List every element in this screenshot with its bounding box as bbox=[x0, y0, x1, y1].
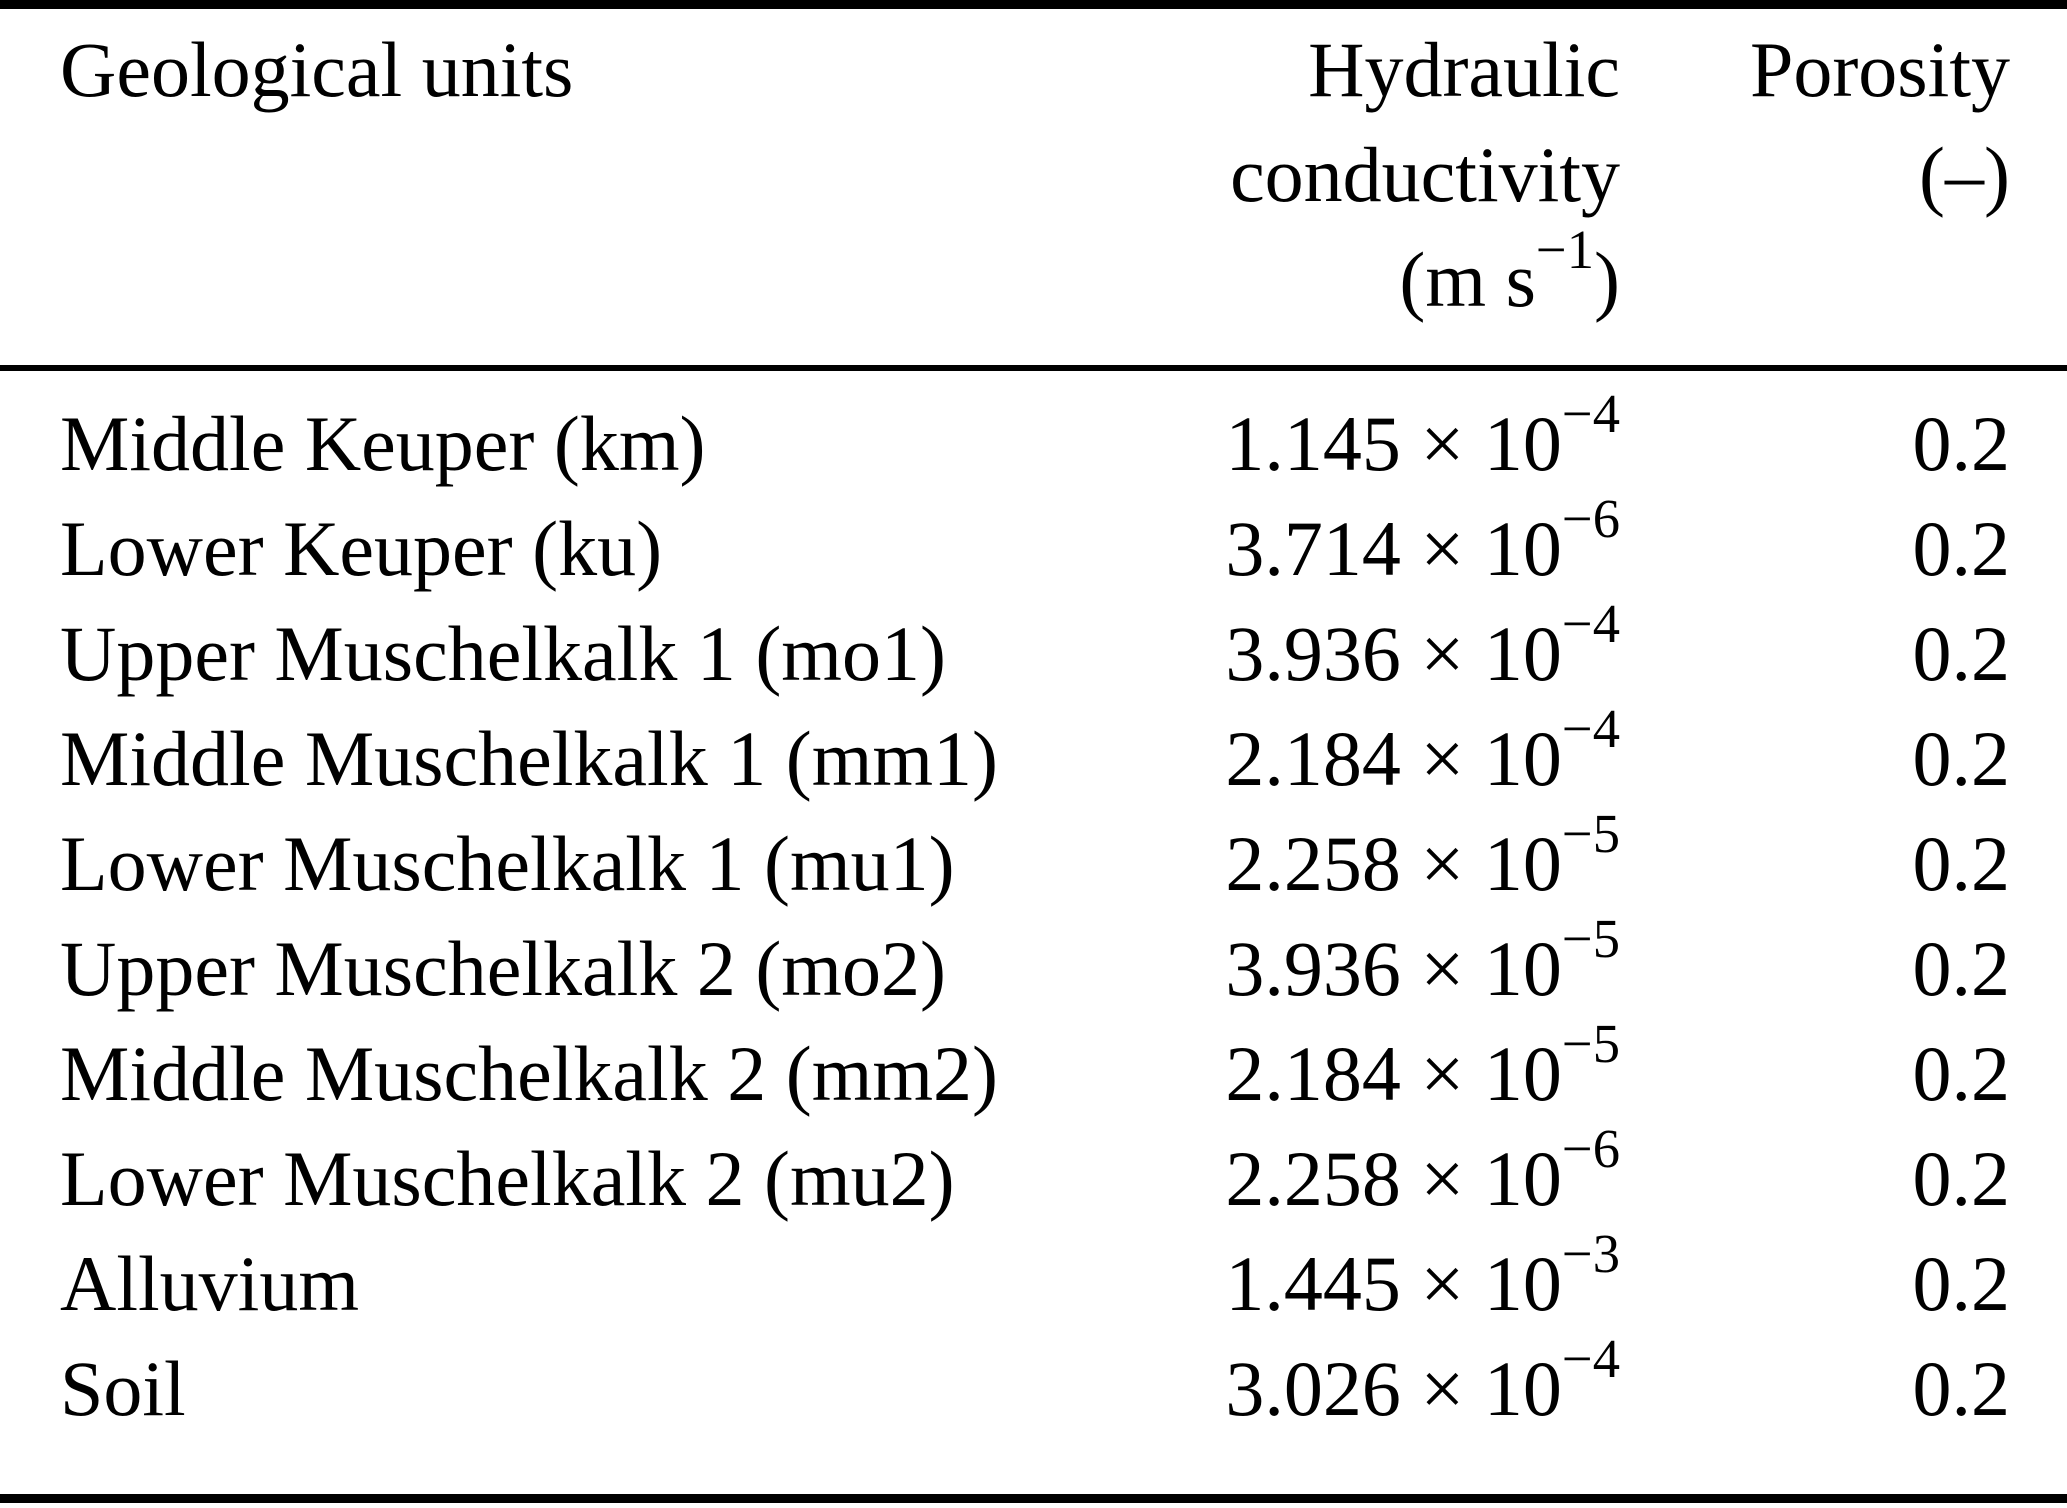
k-exponent: −3 bbox=[1561, 1222, 1620, 1284]
header-line: conductivity bbox=[1230, 131, 1620, 218]
table-row: Lower Muschelkalk 2 (mu2) 2.258 × 10−6 0… bbox=[0, 1121, 2067, 1231]
table-row: Alluvium 1.445 × 10−3 0.2 bbox=[0, 1226, 2067, 1336]
hydraulic-conductivity-cell: 1.145 × 10−4 bbox=[1000, 386, 1620, 496]
k-mantissa: 3.714 × 10 bbox=[1225, 505, 1562, 592]
k-exponent: −4 bbox=[1561, 1327, 1620, 1389]
top-rule bbox=[0, 0, 2067, 9]
hydraulic-conductivity-cell: 2.258 × 10−5 bbox=[1000, 806, 1620, 916]
k-mantissa: 2.258 × 10 bbox=[1225, 1135, 1562, 1222]
porosity-cell: 0.2 bbox=[1912, 505, 2011, 592]
unit-name-cell: Middle Keuper (km) bbox=[60, 400, 706, 487]
k-exponent: −4 bbox=[1561, 592, 1620, 654]
header-rule bbox=[0, 365, 2067, 371]
porosity-cell: 0.2 bbox=[1912, 1345, 2011, 1432]
porosity-cell: 0.2 bbox=[1912, 1240, 2011, 1327]
table-row: Upper Muschelkalk 1 (mo1) 3.936 × 10−4 0… bbox=[0, 596, 2067, 706]
k-mantissa: 1.445 × 10 bbox=[1225, 1240, 1562, 1327]
k-mantissa: 2.184 × 10 bbox=[1225, 1030, 1562, 1117]
k-mantissa: 3.936 × 10 bbox=[1225, 610, 1562, 697]
k-exponent: −6 bbox=[1561, 1117, 1620, 1179]
header-line: Geological units bbox=[60, 26, 574, 113]
hydraulic-conductivity-cell: 3.936 × 10−5 bbox=[1000, 911, 1620, 1021]
k-mantissa: 2.184 × 10 bbox=[1225, 715, 1562, 802]
unit-name-cell: Alluvium bbox=[60, 1240, 360, 1327]
porosity-cell: 0.2 bbox=[1912, 400, 2011, 487]
k-mantissa: 3.936 × 10 bbox=[1225, 925, 1562, 1012]
porosity-cell: 0.2 bbox=[1912, 610, 2011, 697]
hydraulic-conductivity-cell: 2.184 × 10−4 bbox=[1000, 701, 1620, 811]
unit-name-cell: Middle Muschelkalk 1 (mm1) bbox=[60, 715, 999, 802]
hydraulic-conductivity-cell: 3.714 × 10−6 bbox=[1000, 491, 1620, 601]
k-exponent: −4 bbox=[1561, 382, 1620, 444]
col-header-hydraulic-conductivity: Hydraulic conductivity (m s−1) bbox=[1000, 17, 1620, 332]
unit-name-cell: Lower Muschelkalk 1 (mu1) bbox=[60, 820, 955, 907]
table-row: Middle Muschelkalk 2 (mm2) 2.184 × 10−5 … bbox=[0, 1016, 2067, 1126]
unit-exponent: −1 bbox=[1535, 218, 1595, 280]
k-exponent: −5 bbox=[1561, 907, 1620, 969]
header-unit-line: (m s−1) bbox=[1000, 222, 1620, 332]
header-unit-line: (–) bbox=[1919, 131, 2010, 218]
hydraulic-conductivity-cell: 2.184 × 10−5 bbox=[1000, 1016, 1620, 1126]
unit-close: ) bbox=[1594, 236, 1620, 323]
k-exponent: −6 bbox=[1561, 487, 1620, 549]
unit-name-cell: Upper Muschelkalk 2 (mo2) bbox=[60, 925, 946, 1012]
k-mantissa: 2.258 × 10 bbox=[1225, 820, 1562, 907]
table-row: Lower Keuper (ku) 3.714 × 10−6 0.2 bbox=[0, 491, 2067, 601]
k-mantissa: 3.026 × 10 bbox=[1225, 1345, 1562, 1432]
k-exponent: −4 bbox=[1561, 697, 1620, 759]
header-row: Geological units Hydraulic conductivity … bbox=[0, 0, 2067, 332]
k-mantissa: 1.145 × 10 bbox=[1225, 400, 1562, 487]
porosity-cell: 0.2 bbox=[1912, 715, 2011, 802]
unit-name-cell: Upper Muschelkalk 1 (mo1) bbox=[60, 610, 946, 697]
table-row: Middle Muschelkalk 1 (mm1) 2.184 × 10−4 … bbox=[0, 701, 2067, 811]
table-row: Lower Muschelkalk 1 (mu1) 2.258 × 10−5 0… bbox=[0, 806, 2067, 916]
unit-name-cell: Soil bbox=[60, 1345, 186, 1432]
unit-name-cell: Lower Keuper (ku) bbox=[60, 505, 663, 592]
header-line: Porosity bbox=[1749, 26, 2010, 113]
porosity-cell: 0.2 bbox=[1912, 1135, 2011, 1222]
col-header-porosity: Porosity (–) bbox=[1620, 17, 2067, 332]
unit-open: (m s bbox=[1399, 236, 1536, 323]
hydraulic-conductivity-cell: 2.258 × 10−6 bbox=[1000, 1121, 1620, 1231]
k-exponent: −5 bbox=[1561, 1012, 1620, 1074]
table-row: Upper Muschelkalk 2 (mo2) 3.936 × 10−5 0… bbox=[0, 911, 2067, 1021]
porosity-cell: 0.2 bbox=[1912, 820, 2011, 907]
hydraulic-conductivity-cell: 3.026 × 10−4 bbox=[1000, 1331, 1620, 1441]
k-exponent: −5 bbox=[1561, 802, 1620, 864]
hydraulic-conductivity-cell: 1.445 × 10−3 bbox=[1000, 1226, 1620, 1336]
hydraulic-conductivity-cell: 3.936 × 10−4 bbox=[1000, 596, 1620, 706]
unit-name-cell: Lower Muschelkalk 2 (mu2) bbox=[60, 1135, 955, 1222]
bottom-rule bbox=[0, 1494, 2067, 1503]
table-body: Middle Keuper (km) 1.145 × 10−4 0.2 Lowe… bbox=[0, 386, 2067, 1441]
unit-name-cell: Middle Muschelkalk 2 (mm2) bbox=[60, 1030, 999, 1117]
table-row: Middle Keuper (km) 1.145 × 10−4 0.2 bbox=[0, 386, 2067, 496]
col-header-geological-units: Geological units bbox=[0, 17, 1000, 332]
porosity-cell: 0.2 bbox=[1912, 1030, 2011, 1117]
porosity-cell: 0.2 bbox=[1912, 925, 2011, 1012]
table-row: Soil 3.026 × 10−4 0.2 bbox=[0, 1331, 2067, 1441]
header-line: Hydraulic bbox=[1308, 26, 1620, 113]
